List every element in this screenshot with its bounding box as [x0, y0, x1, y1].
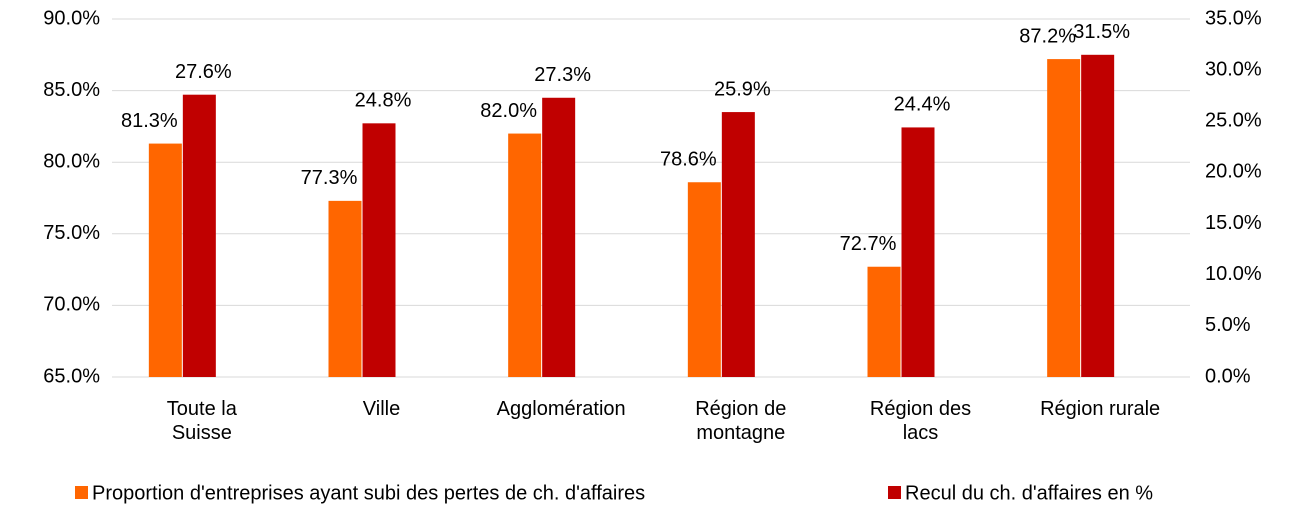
value-label: 24.8% — [355, 90, 412, 112]
bar — [901, 127, 935, 378]
y-tick-label: 80.0% — [43, 150, 100, 172]
bar — [542, 97, 576, 377]
bar — [721, 112, 755, 377]
y-tick-label: 75.0% — [43, 222, 100, 244]
x-tick-label: Région de montagne — [695, 398, 787, 444]
value-label: 25.9% — [714, 78, 771, 100]
x-tick-label: Région des lacs — [869, 398, 972, 444]
legend-label: Recul du ch. d'affaires en % — [905, 482, 1153, 504]
y2-tick-label: 30.0% — [1205, 58, 1262, 80]
y-tick-label: 70.0% — [43, 294, 100, 316]
value-label: 78.6% — [660, 149, 717, 171]
y-tick-label: 85.0% — [43, 79, 100, 101]
bar — [1081, 54, 1115, 378]
bar — [362, 123, 396, 378]
x-tick-label: Ville — [362, 398, 401, 420]
y2-tick-label: 15.0% — [1205, 212, 1262, 234]
value-label: 87.2% — [1019, 25, 1076, 47]
bar — [182, 94, 216, 377]
bar — [687, 182, 721, 377]
y-tick-label: 65.0% — [43, 365, 100, 387]
y2-tick-label: 25.0% — [1205, 110, 1262, 132]
value-label: 31.5% — [1073, 21, 1130, 43]
value-label: 82.0% — [480, 100, 537, 122]
value-label: 24.4% — [894, 94, 951, 116]
legend-swatch — [75, 486, 88, 499]
y2-tick-label: 10.0% — [1205, 263, 1262, 285]
bar — [508, 133, 542, 377]
value-label: 27.3% — [534, 64, 591, 86]
x-tick-label: Agglomération — [496, 398, 626, 420]
bar — [867, 266, 901, 377]
value-label: 77.3% — [301, 167, 358, 189]
x-tick-label: Toute la Suisse — [166, 398, 237, 444]
legend-swatch — [888, 486, 901, 499]
y2-tick-label: 5.0% — [1205, 314, 1251, 336]
y-tick-label: 90.0% — [43, 7, 100, 29]
x-tick-label: Région rurale — [1040, 398, 1161, 420]
value-label: 72.7% — [840, 233, 897, 255]
bar — [1047, 59, 1081, 377]
y2-tick-label: 20.0% — [1205, 161, 1262, 183]
bar — [148, 143, 182, 377]
value-label: 81.3% — [121, 110, 178, 132]
value-label: 27.6% — [175, 61, 232, 83]
y2-tick-label: 0.0% — [1205, 365, 1251, 387]
bar — [328, 200, 362, 377]
legend-label: Proportion d'entreprises ayant subi des … — [92, 482, 645, 504]
y2-tick-label: 35.0% — [1205, 7, 1262, 29]
